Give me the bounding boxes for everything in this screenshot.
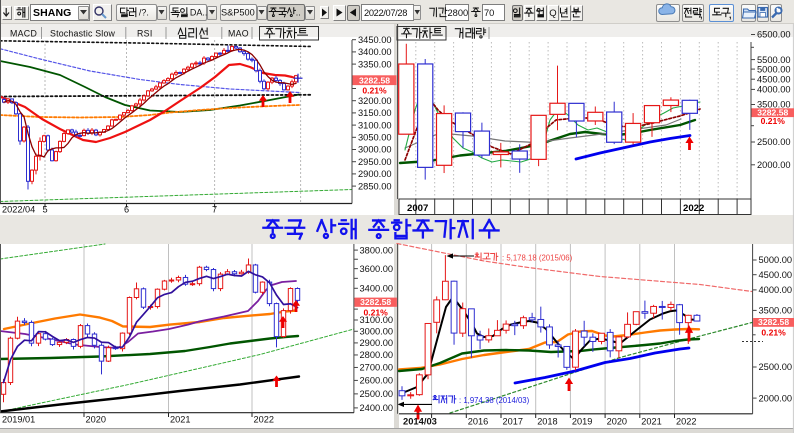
svg-text:2020: 2020 (607, 417, 627, 427)
svg-text:5000.00: 5000.00 (757, 64, 791, 74)
svg-text:2022: 2022 (254, 415, 274, 425)
svg-text:2850.00: 2850.00 (358, 181, 392, 191)
svg-text:3800.00: 3800.00 (360, 245, 394, 255)
svg-text:5500.00: 5500.00 (757, 55, 791, 65)
svg-text:3282.58: 3282.58 (359, 76, 390, 86)
svg-text:3400.00: 3400.00 (360, 283, 394, 293)
svg-text:2900.00: 2900.00 (358, 169, 392, 179)
svg-text:,: , (729, 10, 732, 20)
svg-text:2800.00: 2800.00 (360, 350, 394, 360)
svg-text:2019/01: 2019/01 (2, 415, 35, 425)
svg-text:MAO: MAO (228, 29, 249, 39)
svg-text:Q: Q (549, 8, 556, 19)
svg-text:2800: 2800 (448, 8, 469, 18)
svg-text:3100.00: 3100.00 (358, 120, 392, 130)
svg-text:DA..: DA.. (190, 8, 208, 18)
svg-text:4500.00: 4500.00 (759, 270, 793, 280)
svg-text:3200.00: 3200.00 (358, 96, 392, 106)
svg-text:2500.00: 2500.00 (757, 137, 791, 147)
svg-text:2018: 2018 (537, 417, 557, 427)
svg-text:3282.58: 3282.58 (757, 108, 788, 118)
svg-text:3282.58: 3282.58 (758, 317, 789, 327)
svg-text:2950.00: 2950.00 (358, 157, 392, 167)
svg-text:S&P500: S&P500 (221, 8, 255, 18)
svg-text:SHANG: SHANG (33, 7, 71, 19)
svg-text:2700.00: 2700.00 (360, 363, 394, 373)
svg-text:2400.00: 2400.00 (360, 403, 394, 413)
svg-text:2017: 2017 (503, 417, 523, 427)
svg-text:2500.00: 2500.00 (360, 389, 394, 399)
svg-text:5000.00: 5000.00 (759, 255, 793, 265)
svg-text:3000.00: 3000.00 (358, 145, 392, 155)
svg-text:0.21%: 0.21% (362, 85, 387, 95)
svg-text:4000.00: 4000.00 (757, 85, 791, 95)
svg-text:3400.00: 3400.00 (358, 47, 392, 57)
svg-text:Stochastic Slow: Stochastic Slow (50, 29, 116, 39)
svg-text:2600.00: 2600.00 (360, 376, 394, 386)
svg-text:0.21%: 0.21% (761, 116, 786, 126)
svg-text:2900.00: 2900.00 (360, 338, 394, 348)
svg-text:: 5,178.18 (2015/06): : 5,178.18 (2015/06) (502, 253, 573, 262)
svg-text:2000.00: 2000.00 (759, 393, 793, 403)
svg-text:2022: 2022 (683, 203, 704, 214)
svg-text:3500.00: 3500.00 (757, 100, 791, 110)
svg-text:2007: 2007 (407, 203, 428, 214)
svg-text:3100.00: 3100.00 (360, 315, 394, 325)
svg-text:6500.00: 6500.00 (757, 30, 791, 40)
svg-text:70: 70 (484, 8, 494, 18)
svg-text:..: .. (296, 8, 301, 18)
svg-text:2500.00: 2500.00 (759, 362, 793, 372)
svg-text:2014/03: 2014/03 (403, 416, 437, 427)
svg-text:2022: 2022 (676, 417, 696, 427)
svg-text:MACD: MACD (10, 29, 37, 39)
svg-text:0.21%: 0.21% (761, 328, 786, 338)
svg-text:0.21%: 0.21% (363, 307, 388, 317)
svg-text:2021: 2021 (170, 415, 190, 425)
svg-text:2016: 2016 (468, 417, 488, 427)
svg-text:: 1,974.38 (2014/03): : 1,974.38 (2014/03) (459, 396, 530, 405)
svg-text:3600.00: 3600.00 (360, 264, 394, 274)
svg-text:2022/07/28: 2022/07/28 (364, 8, 407, 18)
svg-text:4000.00: 4000.00 (759, 285, 793, 295)
svg-text:7: 7 (212, 205, 217, 215)
svg-text:6: 6 (124, 205, 129, 215)
svg-text:3282.58: 3282.58 (360, 297, 391, 307)
svg-text:3000.00: 3000.00 (360, 326, 394, 336)
svg-text:3150.00: 3150.00 (358, 108, 392, 118)
svg-text:4500.00: 4500.00 (757, 74, 791, 84)
svg-text:5: 5 (42, 205, 47, 215)
svg-text:3500.00: 3500.00 (759, 306, 793, 316)
svg-text:3050.00: 3050.00 (358, 133, 392, 143)
svg-text:2000.00: 2000.00 (757, 160, 791, 170)
svg-text:3450.00: 3450.00 (358, 35, 392, 45)
svg-text:2020: 2020 (86, 415, 106, 425)
svg-text:2022/04: 2022/04 (2, 205, 35, 215)
svg-text:/?.: /?. (139, 8, 149, 18)
svg-text:,: , (700, 10, 703, 20)
svg-text:2019: 2019 (572, 417, 592, 427)
svg-text:2021: 2021 (641, 417, 661, 427)
svg-text:RSI: RSI (137, 29, 153, 39)
svg-text:3350.00: 3350.00 (358, 59, 392, 69)
